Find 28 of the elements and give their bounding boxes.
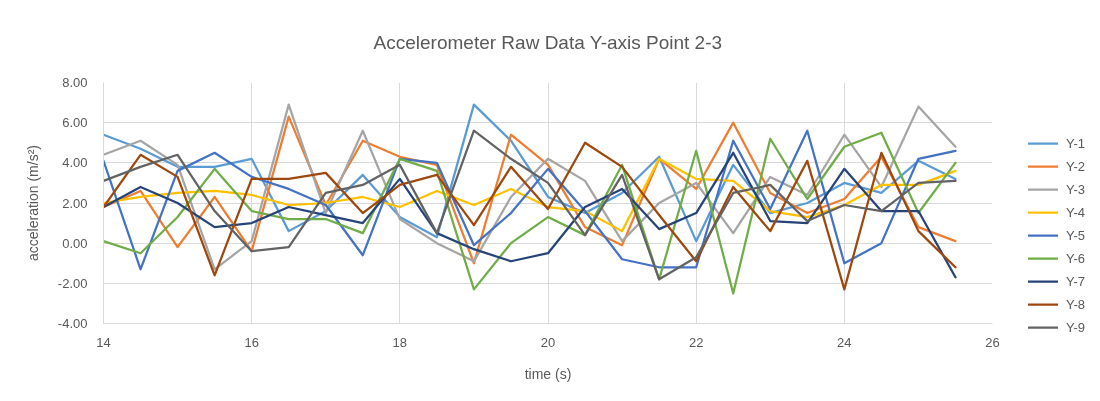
legend-label: Y-9 <box>1066 319 1086 335</box>
chart-title: Accelerometer Raw Data Y-axis Point 2-3 <box>373 32 723 53</box>
x-tick-label: 16 <box>244 334 259 350</box>
x-tick-label: 20 <box>540 334 556 350</box>
y-tick-label: 0.00 <box>62 235 88 251</box>
y-tick-label: 6.00 <box>62 115 88 131</box>
y-tick-label: -4.00 <box>57 316 88 331</box>
x-axis-title: time (s) <box>524 365 572 382</box>
legend-label: Y-7 <box>1066 273 1086 289</box>
legend-label: Y-5 <box>1066 227 1086 243</box>
x-tick-label: 22 <box>688 334 704 350</box>
x-tick-label: 18 <box>392 334 408 350</box>
legend-label: Y-6 <box>1066 250 1086 266</box>
line-series <box>103 103 957 243</box>
x-tick-label: 26 <box>985 334 1000 350</box>
y-tick-label: 8.00 <box>62 75 88 90</box>
y-tick-label: 4.00 <box>62 155 88 171</box>
legend-label: Y-4 <box>1066 204 1086 220</box>
legend-label: Y-1 <box>1066 135 1086 151</box>
y-tick-label: -2.00 <box>57 275 88 291</box>
legend-label: Y-3 <box>1066 181 1086 197</box>
x-tick-label: 14 <box>96 334 111 350</box>
y-tick-label: 2.00 <box>62 195 88 211</box>
x-tick-label: 24 <box>837 334 852 350</box>
line-series <box>103 157 957 233</box>
legend-label: Y-8 <box>1066 296 1086 312</box>
y-axis-title: acceleration (m/s²) <box>24 145 41 261</box>
legend-label: Y-2 <box>1066 158 1086 174</box>
